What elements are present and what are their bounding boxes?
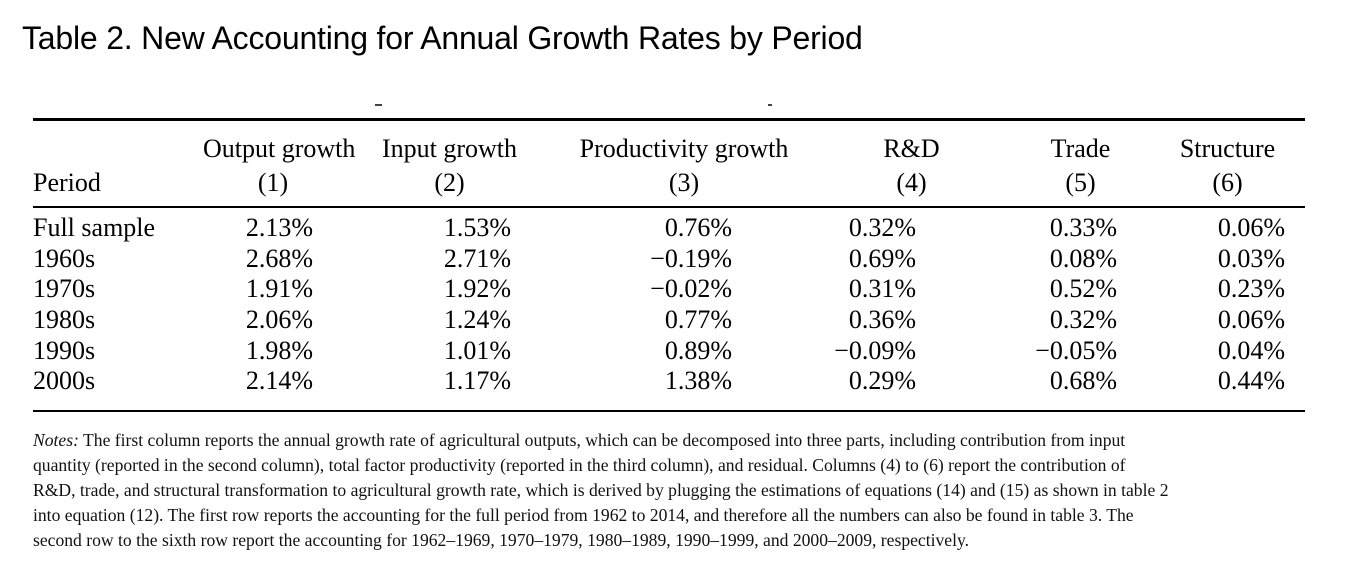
header-spacer [33,130,203,165]
page-title: Table 2. New Accounting for Annual Growt… [22,20,863,56]
notes-line: second row to the sixth row report the a… [33,530,970,550]
value-cell: 2.14% [245,366,313,396]
column-header-label: Input growth [381,134,518,163]
column-header-label: Structure [1179,134,1276,163]
value-cell: 1.17% [443,366,511,396]
value-cell: 0.23% [1217,274,1285,304]
value-cell: 0.68% [1049,366,1117,396]
column-header-label: Trade [1050,134,1111,163]
table-row: 1960s 2.68% 2.71% −0.19% 0.69% 0.08% 0.03% [33,244,1305,275]
table-top-rule [33,118,1305,121]
table-row: 1970s 1.91% 1.92% −0.02% 0.31% 0.52% 0.23% [33,274,1305,305]
period-cell: 1980s [33,305,96,335]
value-cell: 1.98% [245,335,313,365]
period-cell: 2000s [33,366,96,396]
value-cell: 0.32% [1049,305,1117,335]
value-cell: 0.06% [1217,213,1285,243]
value-cell: 0.08% [1049,243,1117,273]
table-row: 1990s 1.98% 1.01% 0.89% −0.09% −0.05% 0.04% [33,335,1305,366]
column-number: (6) [1212,168,1243,197]
period-cell: 1990s [33,335,96,365]
value-cell: 0.32% [848,213,916,243]
value-cell: 0.36% [848,305,916,335]
value-cell: 2.68% [245,243,313,273]
value-cell: −0.09% [834,335,916,365]
table-row: Full sample 2.13% 1.53% 0.76% 0.32% 0.33% 0.06… [33,213,1305,244]
table-header-rule [33,206,1305,208]
period-cell: 1960s [33,243,96,273]
table-bottom-rule [33,410,1305,412]
column-number: (1) [257,168,289,197]
value-cell: −0.19% [650,243,732,273]
value-cell: 0.52% [1049,274,1117,304]
column-header-label: R&D [883,134,940,163]
row-spacer [33,199,1305,213]
value-cell: 0.69% [848,243,916,273]
table-row: 2000s 2.14% 1.17% 1.38% 0.29% 0.68% 0.44% [33,366,1305,397]
notes-text: The first column reports the annual grow… [83,430,1126,450]
value-cell: 0.77% [664,305,732,335]
scan-mark [768,104,772,106]
table-row: 1980s 2.06% 1.24% 0.77% 0.36% 0.32% 0.06% [33,305,1305,336]
notes-line: Notes: The first column reports the annu… [33,428,1308,453]
column-number: (4) [896,168,927,197]
scan-mark [375,104,382,106]
value-cell: 0.31% [848,274,916,304]
value-cell: 0.06% [1217,305,1285,335]
column-header-label: Output growth [203,134,356,163]
value-cell: 1.38% [664,366,732,396]
column-number: (5) [1065,168,1096,197]
value-cell: −0.05% [1035,335,1117,365]
value-cell: 1.53% [443,213,511,243]
notes-label: Notes: [33,430,79,450]
period-cell: Full sample [33,213,156,243]
column-number: (3) [668,168,700,197]
value-cell: 2.71% [443,243,511,273]
growth-accounting-table: Output growth Input growth Productivity … [33,130,1305,397]
value-cell: 0.44% [1217,366,1285,396]
value-cell: 1.01% [443,335,511,365]
value-cell: 0.89% [664,335,732,365]
value-cell: 0.03% [1217,243,1285,273]
value-cell: 2.06% [245,305,313,335]
value-cell: 1.24% [443,305,511,335]
notes-line: quantity (reported in the second column)… [33,455,1126,475]
notes-line: into equation (12). The first row report… [33,505,1134,525]
value-cell: 2.13% [245,213,313,243]
value-cell: 1.92% [443,274,511,304]
value-cell: 0.04% [1217,335,1285,365]
value-cell: 0.29% [848,366,916,396]
table-notes: Notes: The first column reports the annu… [33,428,1308,553]
value-cell: 0.76% [664,213,732,243]
period-cell: 1970s [33,274,96,304]
value-cell: 1.91% [245,274,313,304]
notes-line: R&D, trade, and structural transformatio… [33,480,1169,500]
value-cell: −0.02% [650,274,732,304]
column-header-label: Productivity growth [579,134,789,163]
period-header: Period [33,168,101,197]
value-cell: 0.33% [1049,213,1117,243]
column-number: (2) [434,168,465,197]
